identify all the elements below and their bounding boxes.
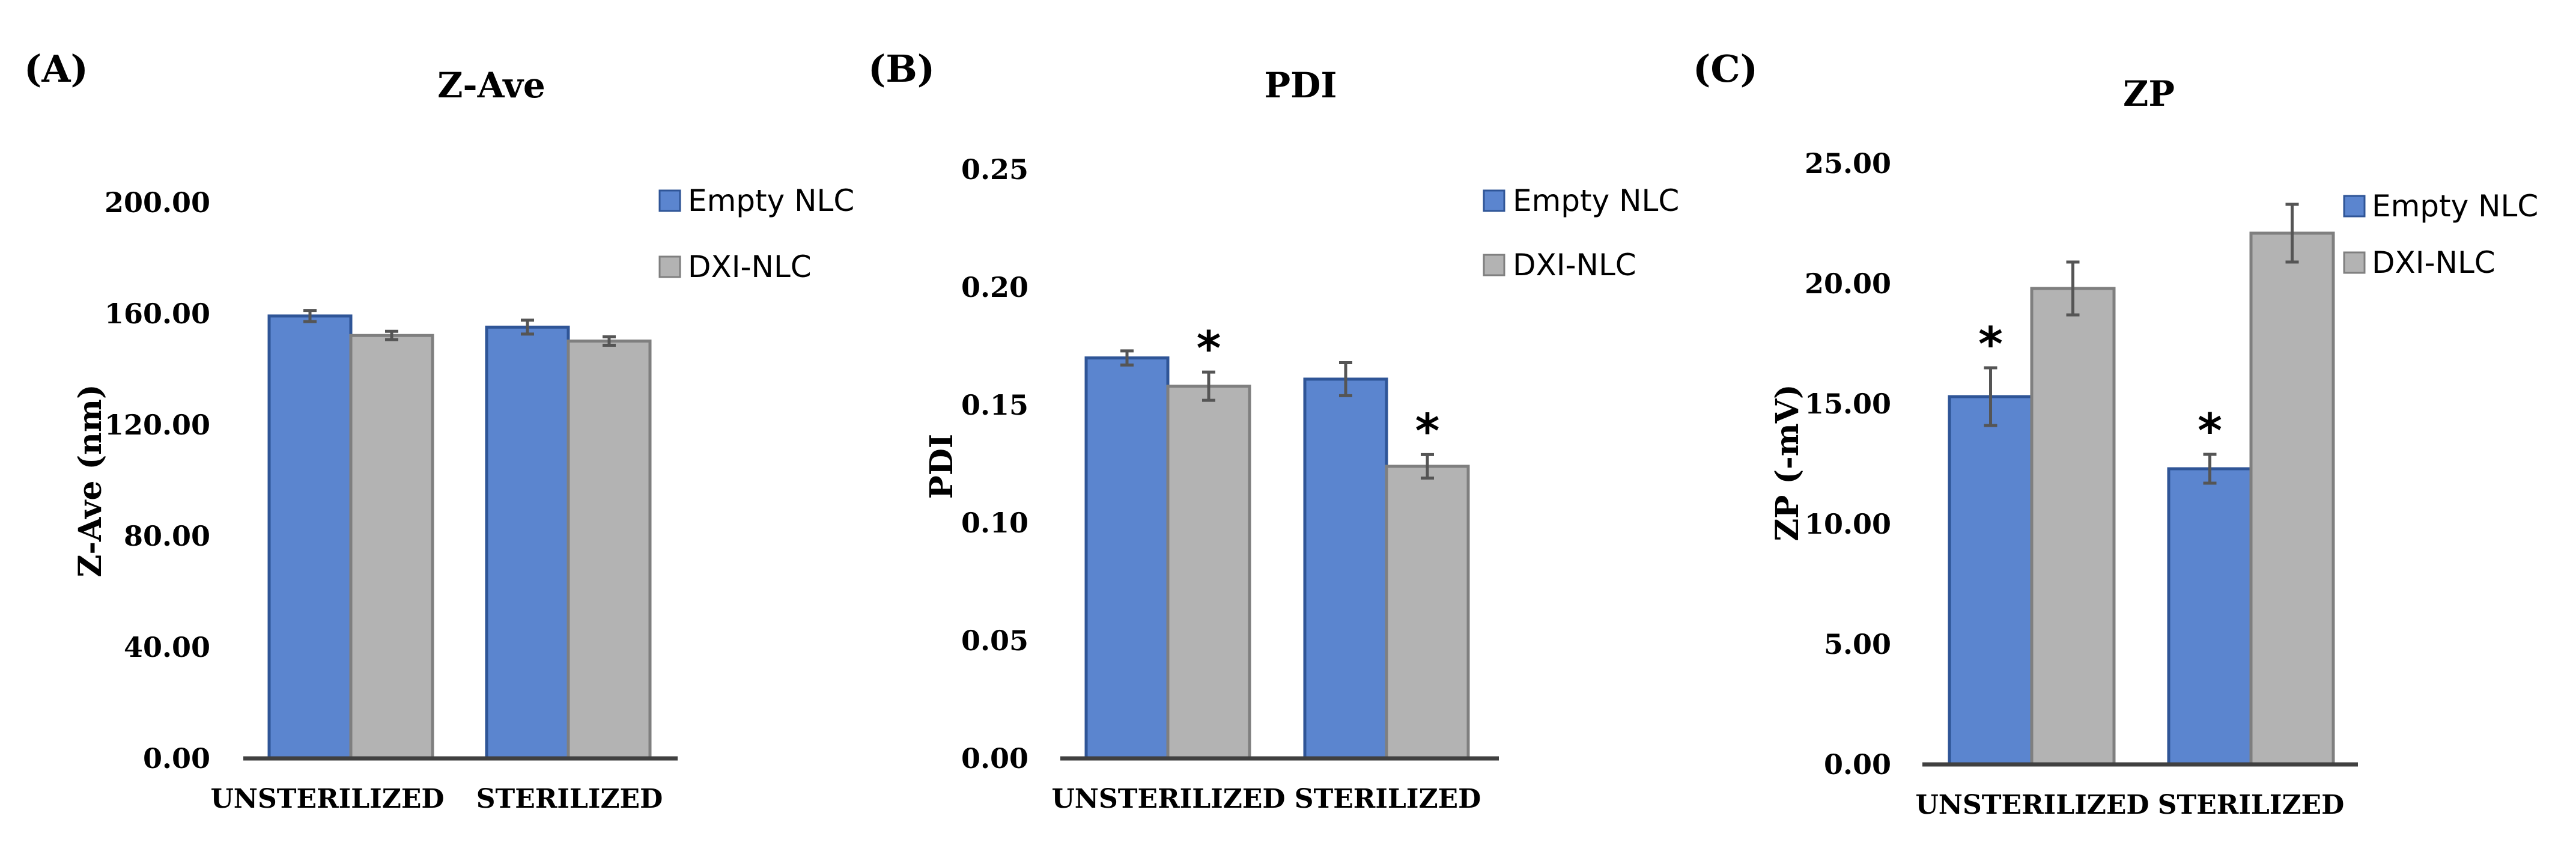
- legend-swatch-empty-nlc: [1483, 189, 1505, 212]
- legend-swatch-empty-nlc: [658, 189, 681, 212]
- y-tick-label: 160.00: [105, 297, 210, 330]
- significance-marker: *: [1197, 322, 1221, 376]
- bar-group: **: [1948, 203, 2335, 766]
- error-bar: [2203, 453, 2217, 485]
- legend: Empty NLC DXI-NLC: [658, 183, 854, 284]
- bar-group: **: [1084, 322, 1470, 760]
- bar: [1303, 377, 1388, 760]
- legend-label: Empty NLC: [2372, 189, 2538, 224]
- bar: [1385, 465, 1470, 760]
- y-tick-label: 40.00: [124, 631, 210, 663]
- legend-label: DXI-NLC: [1513, 248, 1636, 282]
- bar: [2030, 287, 2116, 766]
- y-tick-label: 20.00: [1805, 267, 1891, 300]
- category-label: UNSTERILIZED: [210, 784, 444, 814]
- error-bar: [385, 329, 398, 341]
- y-tick-label: 0.25: [961, 153, 1028, 186]
- significance-marker: *: [1978, 318, 2003, 372]
- error-bar: [603, 335, 616, 347]
- panel-label: (A): [24, 47, 88, 91]
- panel-a: (A) Z-Ave Z-Ave (nm) 0.00 40.00 80.00 12…: [24, 47, 854, 814]
- category-label: STERILIZED: [2158, 790, 2345, 820]
- panel-b: (B) PDI PDI 0.00 0.05 0.10 0.15 0.20 0.2…: [868, 47, 1679, 814]
- category-label: STERILIZED: [476, 784, 663, 814]
- legend-swatch-dxi-nlc: [2343, 251, 2366, 274]
- legend-label: DXI-NLC: [2372, 245, 2496, 280]
- bar-group: [267, 309, 652, 760]
- legend-label: Empty NLC: [1513, 183, 1679, 218]
- panel-c: (C) ZP ZP (-mV) 0.00 5.00 10.00 15.00 20…: [1693, 47, 2538, 820]
- error-bar: [1339, 361, 1352, 397]
- legend-label: Empty NLC: [688, 183, 854, 218]
- bar: [1084, 356, 1170, 760]
- chart-title: PDI: [1264, 65, 1337, 106]
- y-tick-labels: 0.00 40.00 80.00 120.00 160.00 200.00: [105, 186, 210, 775]
- y-tick-label: 80.00: [124, 520, 210, 552]
- bar: [349, 334, 434, 760]
- bar: [1166, 385, 1251, 760]
- y-tick-label: 0.10: [961, 507, 1028, 539]
- y-axis-title: PDI: [923, 434, 960, 499]
- panel-label: (C): [1693, 47, 1758, 91]
- legend: Empty NLC DXI-NLC: [2343, 189, 2538, 280]
- y-tick-label: 0.15: [961, 389, 1028, 421]
- error-bar: [1421, 453, 1434, 480]
- panel-label: (B): [868, 47, 935, 91]
- error-bar: [303, 309, 317, 323]
- bar: [2249, 231, 2335, 766]
- significance-marker: *: [1415, 404, 1440, 459]
- y-tick-label: 0.00: [1824, 748, 1891, 781]
- y-tick-label: 0.20: [961, 271, 1028, 303]
- y-tick-label: 120.00: [105, 409, 210, 441]
- legend-swatch-dxi-nlc: [658, 255, 681, 278]
- category-label: STERILIZED: [1295, 784, 1481, 814]
- category-label: UNSTERILIZED: [1051, 784, 1285, 814]
- bar: [2167, 467, 2253, 766]
- bar: [267, 314, 353, 760]
- y-axis-title: Z-Ave (nm): [72, 384, 109, 577]
- error-bar: [1984, 366, 1997, 427]
- y-tick-label: 15.00: [1805, 388, 1891, 420]
- bar: [485, 325, 570, 760]
- y-tick-label: 10.00: [1805, 508, 1891, 540]
- y-tick-label: 0.00: [143, 742, 210, 775]
- error-bar: [2066, 260, 2080, 317]
- y-tick-label: 25.00: [1805, 147, 1891, 180]
- bar: [567, 340, 652, 760]
- significance-marker: *: [2198, 404, 2222, 459]
- y-tick-label: 200.00: [105, 186, 210, 219]
- chart-title: ZP: [2123, 73, 2175, 114]
- legend-swatch-dxi-nlc: [1483, 254, 1505, 276]
- y-tick-labels: 0.00 0.05 0.10 0.15 0.20 0.25: [961, 153, 1028, 775]
- y-axis-title: ZP (-mV): [1769, 384, 1806, 541]
- bar: [1948, 395, 2034, 766]
- legend-swatch-empty-nlc: [2343, 195, 2366, 218]
- legend: Empty NLC DXI-NLC: [1483, 183, 1679, 282]
- chart-title: Z-Ave: [437, 65, 545, 106]
- error-bar: [2285, 203, 2299, 264]
- y-tick-label: 0.00: [961, 742, 1028, 775]
- category-label: UNSTERILIZED: [1915, 790, 2149, 820]
- error-bar: [1202, 370, 1215, 402]
- error-bar: [521, 319, 534, 336]
- error-bar: [1120, 349, 1134, 367]
- y-tick-label: 5.00: [1824, 628, 1891, 660]
- y-tick-labels: 0.00 5.00 10.00 15.00 20.00 25.00: [1805, 147, 1891, 781]
- y-tick-label: 0.05: [961, 624, 1028, 657]
- legend-label: DXI-NLC: [688, 249, 812, 284]
